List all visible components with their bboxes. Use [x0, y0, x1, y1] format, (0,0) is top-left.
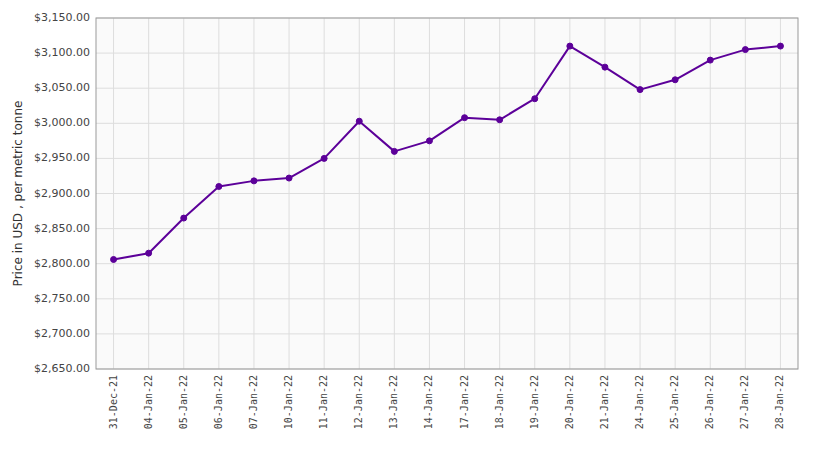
x-tick-label: 20-Jan-22 [564, 375, 575, 429]
plot-background [96, 18, 798, 369]
x-grid-line [253, 18, 254, 369]
y-tick-label: $2,700.00 [34, 327, 90, 340]
point [216, 183, 222, 189]
y-grid-line [96, 193, 798, 194]
x-tick-label: 14-Jan-22 [423, 375, 434, 429]
y-grid-line [96, 298, 798, 299]
y-tick-label: $2,950.00 [34, 151, 90, 164]
x-tick-label: 18-Jan-22 [494, 375, 505, 429]
x-tick-label: 31-Dec-21 [108, 375, 119, 429]
x-tick-label: 05-Jan-22 [178, 375, 189, 429]
axes: $2,650.00 $2,700.00 $2,750.00 $2,800.00 $2,8… [34, 11, 798, 429]
point [567, 43, 573, 49]
chart: $2,650.00 $2,700.00 $2,750.00 $2,800.00 $2,8… [0, 0, 818, 453]
y-grid-line [96, 333, 798, 334]
x-grid-line [183, 18, 184, 369]
point [356, 118, 362, 124]
point [497, 117, 503, 123]
x-grid-line [745, 18, 746, 369]
point [251, 178, 257, 184]
point [532, 96, 538, 102]
line [114, 46, 781, 259]
y-grid-line [96, 228, 798, 229]
x-grid-line [429, 18, 430, 369]
x-tick-label: 21-Jan-22 [599, 375, 610, 429]
x-grid-line [324, 18, 325, 369]
grid [96, 18, 798, 369]
x-grid-line [534, 18, 535, 369]
x-tick-label: 28-Jan-22 [774, 375, 785, 429]
point [777, 43, 783, 49]
plot-frame [96, 18, 798, 369]
x-tick-label: 26-Jan-22 [704, 375, 715, 429]
y-grid-line [96, 263, 798, 264]
chart-container: $2,650.00 $2,700.00 $2,750.00 $2,800.00 $2,8… [0, 0, 818, 453]
y-grid-line [96, 53, 798, 54]
x-grid-line [569, 18, 570, 369]
point [111, 256, 117, 262]
point [146, 250, 152, 256]
y-grid-line [96, 123, 798, 124]
y-tick-label: $3,050.00 [34, 81, 90, 94]
x-tick-label: 19-Jan-22 [529, 375, 540, 429]
y-tick-label: $3,000.00 [34, 116, 90, 129]
x-tick-label: 12-Jan-22 [353, 375, 364, 429]
x-tick-label: 24-Jan-22 [634, 375, 645, 429]
x-tick-label: 10-Jan-22 [283, 375, 294, 429]
x-grid-line [604, 18, 605, 369]
series [111, 43, 784, 262]
point [602, 64, 608, 70]
point [286, 175, 292, 181]
x-grid-line [675, 18, 676, 369]
x-grid-line [780, 18, 781, 369]
point [462, 115, 468, 121]
point [391, 148, 397, 154]
y-grid-line [96, 88, 798, 89]
y-axis-label: Price in USD , per metric tonne [11, 101, 25, 287]
x-tick-label: 06-Jan-22 [213, 375, 224, 429]
y-tick-label: $2,650.00 [34, 362, 90, 375]
x-grid-line [218, 18, 219, 369]
x-tick-label: 17-Jan-22 [459, 375, 470, 429]
point [321, 155, 327, 161]
y-tick-label: $2,900.00 [34, 187, 90, 200]
x-grid-line [464, 18, 465, 369]
x-grid-line [640, 18, 641, 369]
y-tick-label: $2,850.00 [34, 222, 90, 235]
y-grid-line [96, 158, 798, 159]
y-tick-label: $2,750.00 [34, 292, 90, 305]
x-grid-line [499, 18, 500, 369]
point [637, 87, 643, 93]
x-grid-line [710, 18, 711, 369]
x-tick-label: 25-Jan-22 [669, 375, 680, 429]
point [707, 57, 713, 63]
point [181, 215, 187, 221]
y-tick-label: $3,100.00 [34, 46, 90, 59]
x-tick-label: 27-Jan-22 [739, 375, 750, 429]
x-grid-line [148, 18, 149, 369]
x-tick-label: 13-Jan-22 [388, 375, 399, 429]
y-tick-label: $3,150.00 [34, 11, 90, 24]
x-tick-label: 04-Jan-22 [143, 375, 154, 429]
y-tick-label: $2,800.00 [34, 257, 90, 270]
x-grid-line [359, 18, 360, 369]
x-tick-label: 07-Jan-22 [248, 375, 259, 429]
x-grid-line [113, 18, 114, 369]
x-tick-label: 11-Jan-22 [318, 375, 329, 429]
x-grid-line [394, 18, 395, 369]
point [742, 47, 748, 53]
point [426, 138, 432, 144]
point [672, 77, 678, 83]
x-grid-line [289, 18, 290, 369]
